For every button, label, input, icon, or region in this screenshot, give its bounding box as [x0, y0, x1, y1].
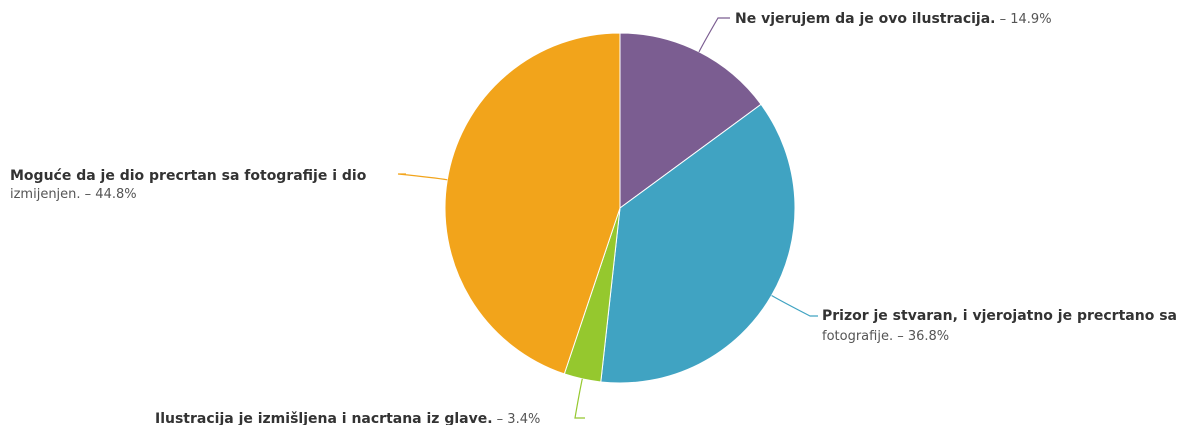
label-slice-4: Moguće da je dio precrtan sa fotografije…	[10, 167, 370, 202]
pie-slice-2[interactable]	[600, 103, 796, 384]
pie-slice-1[interactable]	[619, 32, 762, 209]
label-connectors	[397, 17, 818, 419]
connector-slice-1	[698, 17, 730, 53]
label-slice-3: Ilustracija je izmišljena i nacrtana iz …	[155, 411, 540, 425]
pie-slices	[444, 32, 796, 384]
label-slice-1: Ne vjerujem da je ovo ilustracija. – 14.…	[735, 11, 1052, 27]
connector-slice-4	[397, 173, 448, 181]
connector-slice-2	[771, 294, 818, 317]
pie-slice-4[interactable]	[444, 32, 621, 375]
label-slice-2: Prizor je stvaran, i vjerojatno je precr…	[822, 307, 1181, 344]
connector-slice-3	[574, 378, 585, 419]
